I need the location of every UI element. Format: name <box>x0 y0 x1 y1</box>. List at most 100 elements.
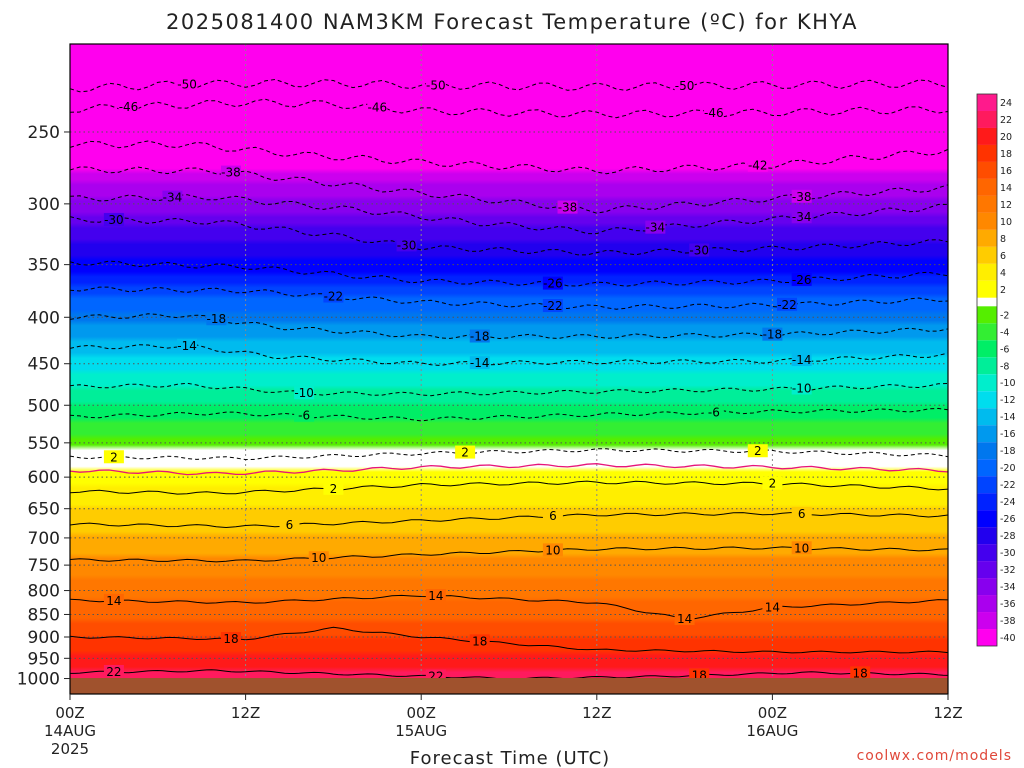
colorbar-swatch <box>977 280 997 298</box>
colorbar-label: -40 <box>1000 633 1016 644</box>
colorbar-label: 20 <box>1000 132 1012 143</box>
contour-label-bg <box>791 506 812 520</box>
contour-label-bg <box>294 408 315 422</box>
contour-label-bg <box>103 664 124 678</box>
contour-label: -34 <box>646 221 666 235</box>
contour-label: 2 <box>769 477 777 491</box>
contour-label-bg <box>323 289 344 303</box>
contour-label: -46 <box>704 106 724 120</box>
colorbar-label: -12 <box>1000 395 1016 406</box>
contour-label: -50 <box>675 79 695 93</box>
contour-label-bg <box>162 190 183 204</box>
chart-title: 2025081400 NAM3KM Forecast Temperature (… <box>166 10 858 34</box>
colorbar-swatch <box>977 297 997 307</box>
colorbar-label: 4 <box>1000 268 1006 279</box>
credit-link[interactable]: coolwx.com/models <box>857 748 1012 764</box>
plot-area: -50 -50 -50 -46 -46 -46 -42 -38 -38 -38 -34 -34 -34 -… <box>70 44 948 694</box>
y-axis: 250 300 350 400 450 500 550 600 650 700 750 800 850 9… <box>17 123 70 690</box>
contour-line <box>70 463 948 476</box>
contour-label: -6 <box>298 409 310 423</box>
colorbar-swatch <box>977 161 997 179</box>
colorbar-swatch <box>977 127 997 145</box>
x-tick-date: 16AUG <box>746 722 798 740</box>
contour-label: -30 <box>104 213 124 227</box>
y-tick-label: 450 <box>28 355 60 375</box>
colorbar-swatch <box>977 408 997 426</box>
colorbar-swatch <box>977 246 997 264</box>
colorbar-swatch <box>977 578 997 596</box>
y-tick-label: 350 <box>28 256 60 276</box>
contour-label-bg <box>103 450 124 464</box>
contour-label-bg <box>425 78 446 92</box>
colorbar-label: -34 <box>1000 582 1016 593</box>
contour-label: -46 <box>119 100 139 114</box>
contour-label-bg <box>762 327 783 341</box>
contour-label-bg <box>791 210 812 224</box>
contour-label: -38 <box>221 166 241 180</box>
x-axis-label: Forecast Time (UTC) <box>410 748 610 768</box>
colorbar-swatch <box>977 357 997 375</box>
x-tick-label: 12Z <box>231 704 260 722</box>
colorbar-swatch <box>977 306 997 324</box>
contour-label: -38 <box>792 190 812 204</box>
x-tick-label: 12Z <box>933 704 962 722</box>
contour-label-bg <box>791 541 812 555</box>
contour-label: -22 <box>777 298 797 312</box>
colorbar-label: -2 <box>1000 310 1009 321</box>
contour-line <box>70 78 948 93</box>
contour-label-bg <box>177 77 198 91</box>
contour-label-bg <box>747 444 768 458</box>
contour-label-bg <box>294 386 315 400</box>
contour-label: 2 <box>330 482 338 496</box>
contour-line <box>508 671 948 680</box>
colorbar-label: 12 <box>1000 200 1012 211</box>
contour-label-bg <box>557 200 578 214</box>
contour-label: -50 <box>177 78 197 92</box>
contour-label-bg <box>308 551 329 565</box>
contour-label: -18 <box>207 312 227 326</box>
y-tick-label: 800 <box>28 582 60 602</box>
colorbar-label: -6 <box>1000 344 1009 355</box>
contour-label-bg <box>791 272 812 286</box>
contour-label-bg <box>279 518 300 532</box>
contour-label-bg <box>542 276 563 290</box>
contour-label-bg <box>791 381 812 395</box>
colorbar-swatch <box>977 425 997 443</box>
contour-label: 10 <box>545 543 560 557</box>
contour-label: -30 <box>689 243 709 257</box>
contour-label-bg <box>469 356 490 370</box>
contour-line <box>70 626 948 654</box>
contour-label-bg <box>703 405 724 419</box>
contour-label: -26 <box>792 273 812 287</box>
y-tick-label: 600 <box>28 468 60 488</box>
x-tick-label: 00Z <box>407 704 436 722</box>
colorbar-swatch <box>977 493 997 511</box>
x-tick-date: 15AUG <box>395 722 447 740</box>
contour-label: 6 <box>286 518 294 532</box>
contour-label: -50 <box>426 78 446 92</box>
contour-lines: -50 -50 -50 -46 -46 -46 -42 -38 -38 -38 -34 -34 -34 -… <box>70 77 948 684</box>
y-tick-label: 650 <box>28 500 60 520</box>
y-tick-label: 400 <box>28 308 60 328</box>
contour-label-bg <box>791 353 812 367</box>
colorbar-swatch <box>977 391 997 409</box>
colorbar-swatch <box>977 195 997 213</box>
contour-label: 10 <box>311 551 326 565</box>
colorbar-label: -8 <box>1000 361 1009 372</box>
contour-label: 14 <box>677 612 692 626</box>
contour-label-bg <box>469 634 490 648</box>
colorbar-border <box>976 93 998 647</box>
contour-label-bg <box>645 220 666 234</box>
contour-line <box>70 594 948 621</box>
colorbar-label: -10 <box>1000 378 1016 389</box>
y-tick-label: 300 <box>28 195 60 215</box>
contour-label-bg <box>762 600 783 614</box>
contour-label: -30 <box>397 238 417 252</box>
colorbar-label: 18 <box>1000 149 1012 160</box>
contour-line <box>70 480 948 495</box>
colorbar-label: 10 <box>1000 217 1012 228</box>
colorbar-label: 6 <box>1000 251 1006 262</box>
contour-label: 22 <box>106 665 121 679</box>
colorbar-label: -24 <box>1000 497 1016 508</box>
